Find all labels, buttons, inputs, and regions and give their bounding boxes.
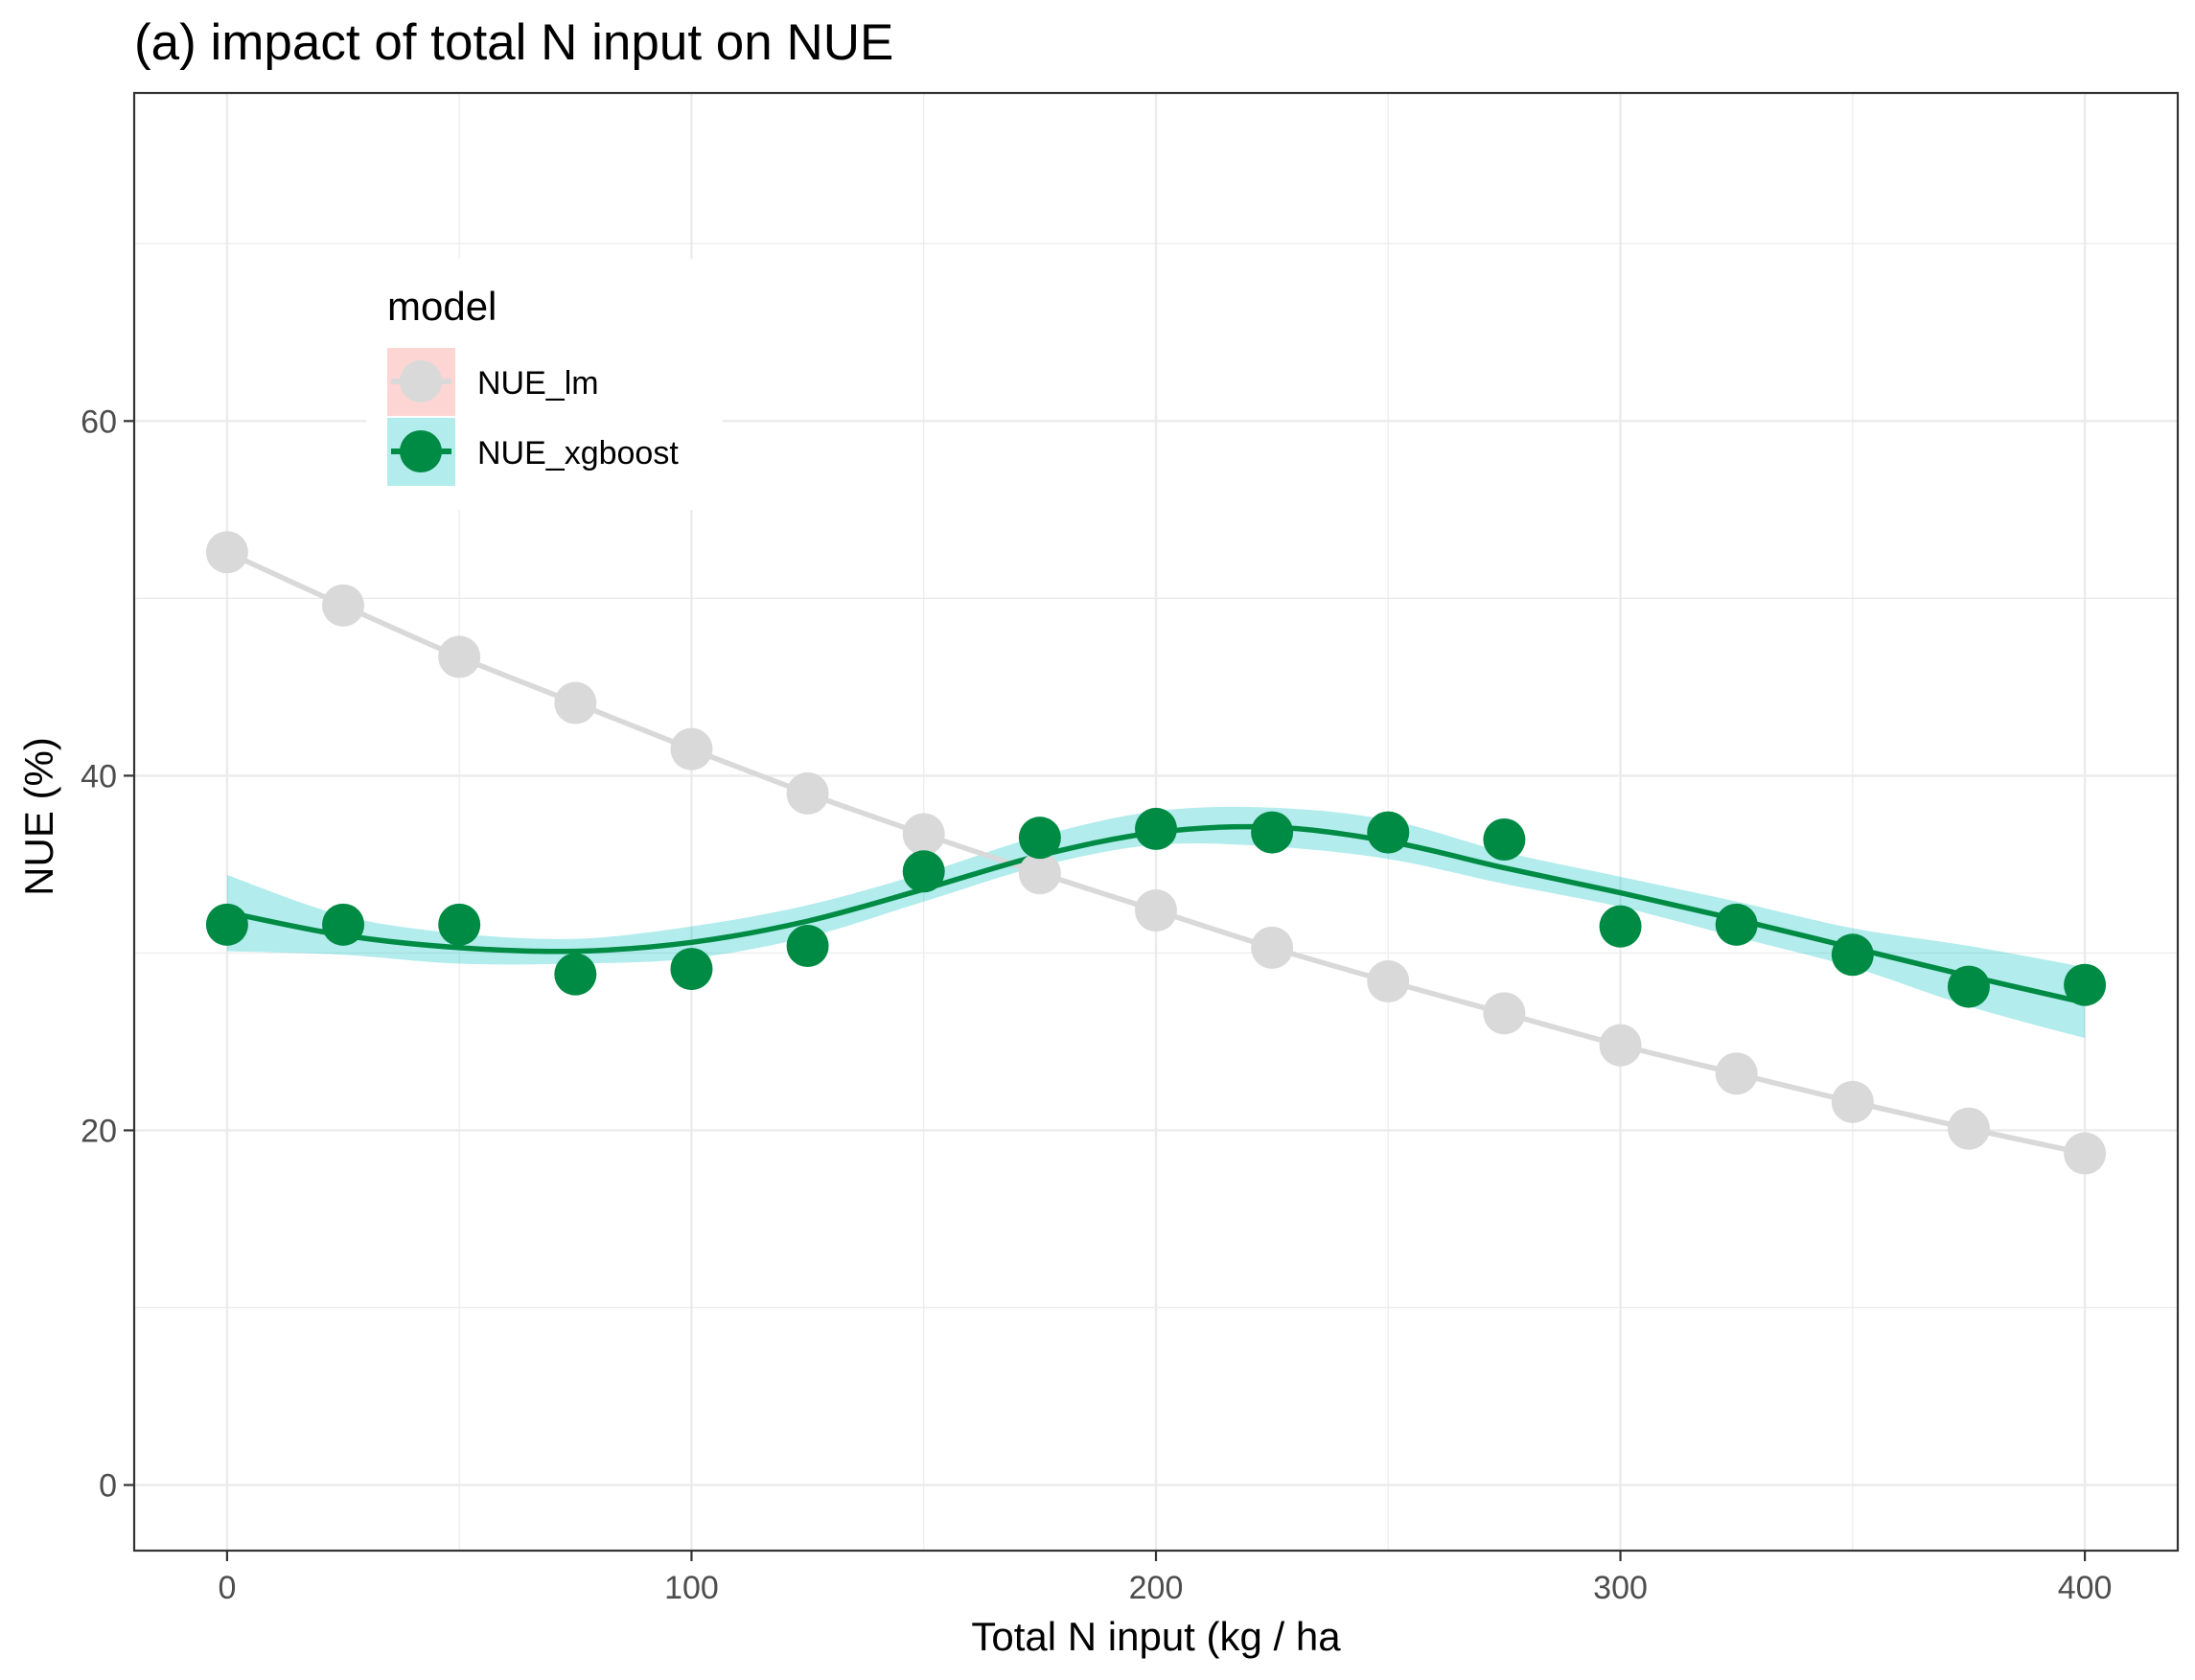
point-nue-xgboost [670,948,713,991]
chart-title: (a) impact of total N input on NUE [134,14,893,71]
point-nue-lm [1715,1052,1758,1095]
point-nue-xgboost [2064,963,2107,1006]
legend-key-nue-lm [387,348,455,416]
y-tick-label: 40 [81,758,117,794]
y-tick-label: 60 [81,403,117,440]
point-nue-xgboost [438,903,481,946]
point-nue-lm [1367,960,1410,1003]
legend-label-nue-lm: NUE_lm [477,365,599,402]
legend-key-point-nue-xgboost [400,430,442,472]
legend-title: model [387,284,497,329]
point-nue-xgboost [1018,817,1061,860]
point-nue-lm [1018,852,1061,895]
legend-label-nue-xgboost: NUE_xgboost [477,435,679,472]
point-nue-lm [1483,992,1526,1035]
point-nue-lm [902,813,945,856]
point-nue-xgboost [1135,807,1177,850]
legend: model NUE_lm NUE_xgboost [366,259,723,510]
legend-key-point-nue-lm [400,360,442,403]
y-tick-label: 20 [81,1113,117,1149]
point-nue-lm [1947,1107,1990,1150]
x-tick-label: 200 [1129,1570,1184,1606]
legend-key-nue-xgboost [387,418,455,486]
point-nue-lm [1599,1024,1642,1067]
x-tick-label: 100 [664,1570,719,1606]
point-nue-xgboost [205,903,248,946]
point-nue-lm [670,727,713,771]
point-nue-xgboost [1599,905,1642,948]
x-axis-title: Total N input (kg / ha [971,1614,1341,1659]
y-tick-label: 0 [99,1468,117,1505]
point-nue-lm [1251,926,1294,969]
point-nue-xgboost [1715,903,1758,946]
point-nue-lm [205,531,248,574]
point-nue-lm [1135,889,1177,932]
x-axis-ticks: 0 100 200 300 400 [218,1551,2112,1606]
x-tick-label: 400 [2058,1570,2113,1606]
point-nue-lm [438,635,481,679]
point-nue-xgboost [1251,811,1294,854]
point-nue-xgboost [554,953,597,996]
ribbon-nue-xgboost [226,806,2086,1039]
point-nue-xgboost [322,903,365,946]
point-nue-xgboost [1367,811,1410,854]
point-nue-lm [2064,1132,2107,1175]
point-nue-xgboost [1483,818,1526,862]
point-nue-xgboost [1831,933,1874,977]
point-nue-xgboost [1947,965,1990,1008]
y-axis-title: NUE (%) [16,737,61,896]
series-points [205,531,2107,1175]
point-nue-lm [554,681,597,725]
point-nue-lm [786,771,829,815]
x-tick-label: 0 [218,1570,236,1606]
y-axis-ticks: 0 20 40 60 [81,403,134,1505]
confidence-ribbons [226,806,2086,1039]
point-nue-xgboost [902,850,945,893]
x-tick-label: 300 [1593,1570,1648,1606]
point-nue-xgboost [786,925,829,968]
point-nue-lm [1831,1080,1874,1123]
point-nue-lm [322,584,365,627]
